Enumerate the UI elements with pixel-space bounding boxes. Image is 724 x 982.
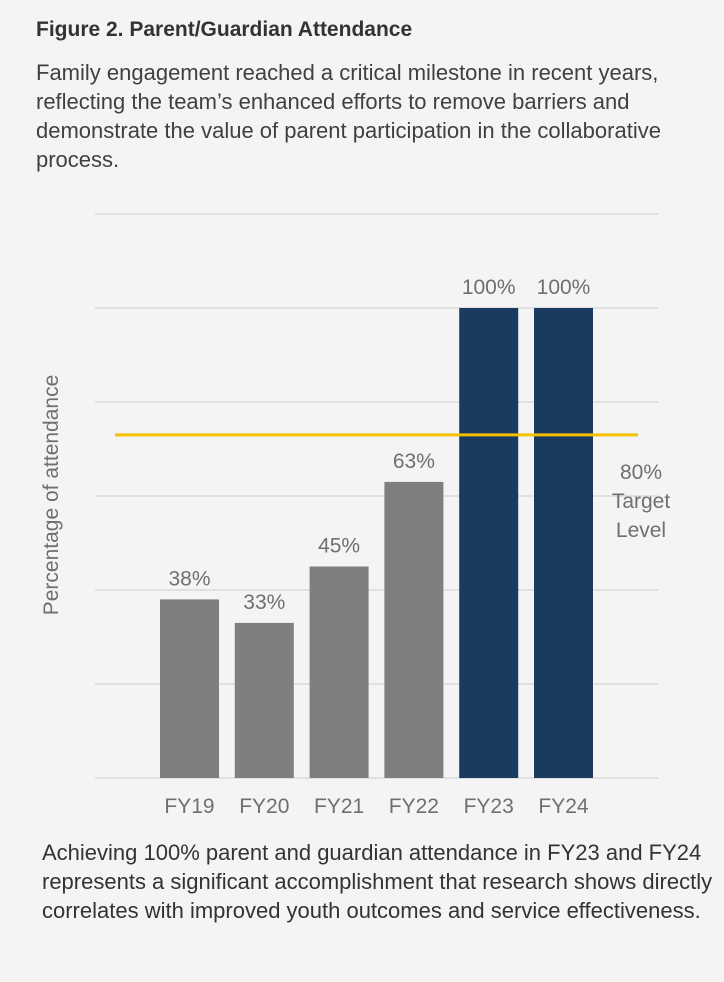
target-label-word-target: Target [612,490,671,513]
bar-fy23 [459,308,519,778]
target-label-word-level: Level [616,519,666,542]
x-tick-fy23: FY23 [464,795,514,818]
x-axis-tick-labels: FY19 FY20 FY21 FY22 FY23 FY24 [164,795,589,818]
conclusion-paragraph: Achieving 100% parent and guardian atten… [42,840,713,923]
x-tick-fy19: FY19 [164,795,214,818]
x-tick-fy24: FY24 [538,795,589,818]
y-axis-label: Percentage of attendance [40,375,63,616]
data-label-fy22: 63% [393,450,435,473]
intro-paragraph: Family engagement reached a critical mil… [36,60,661,172]
bar-fy21 [309,566,369,778]
x-tick-fy22: FY22 [389,795,439,818]
figure-title: Figure 2. Parent/Guardian Attendance [36,18,413,41]
data-label-fy24: 100% [537,276,591,299]
data-label-fy19: 38% [168,567,210,590]
bar-fy22 [384,481,444,778]
bar-series [160,308,593,778]
data-label-fy20: 33% [243,591,285,614]
data-label-fy21: 45% [318,535,360,558]
attendance-chart: 38% 33% 45% 63% 100% 100% FY19 FY20 FY21 FY22 FY2… [0,190,724,830]
x-tick-fy21: FY21 [314,795,364,818]
bar-fy19 [160,599,219,778]
target-label-value: 80% [620,461,662,484]
attendance-chart-svg: 38% 33% 45% 63% 100% 100% FY19 FY20 FY21 FY22 FY2… [40,213,671,818]
data-label-fy23: 100% [462,276,516,299]
data-labels: 38% 33% 45% 63% 100% 100% [168,276,590,614]
x-tick-fy20: FY20 [239,795,289,818]
bar-fy20 [234,622,294,778]
bar-fy24 [534,308,593,778]
